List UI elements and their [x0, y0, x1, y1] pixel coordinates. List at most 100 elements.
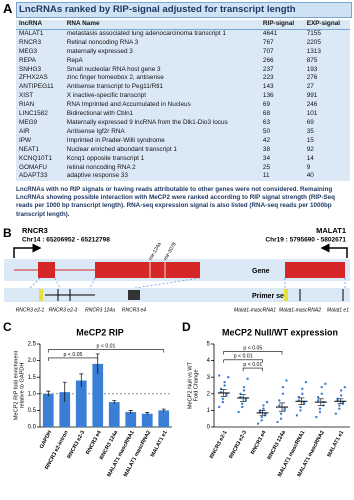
y-axis-label: relative to GAPDH: [19, 363, 25, 409]
table-cell: SNHG3: [19, 65, 42, 73]
error-bar: [46, 390, 51, 397]
table-cell: 223: [262, 74, 274, 82]
y-tick-label: 0: [207, 425, 211, 431]
table-cell: 193: [306, 65, 318, 73]
table-cell: RepA: [66, 56, 83, 64]
table-cell: 40: [306, 172, 314, 180]
table-row: MEG9 Maternally expressed 9 lncRNA from t…: [16, 119, 350, 128]
primer-label: RNCR3 e4: [122, 307, 146, 313]
data-point: [304, 380, 308, 384]
data-point: [278, 399, 281, 402]
primer: [128, 290, 140, 300]
data-point: [260, 419, 263, 422]
table-cell: AIR: [19, 127, 30, 135]
significance-bracket: [47, 357, 99, 361]
data-point: [242, 389, 246, 392]
table-row: REPA RepA 266 875: [16, 57, 350, 66]
data-point: [241, 402, 244, 405]
table-title: LncRNAs ranked by RIP-signal adjusted fo…: [16, 2, 352, 18]
table-cell: MEG3: [19, 47, 38, 55]
bar: [59, 392, 71, 427]
column-header: lncRNA: [16, 20, 64, 30]
table-cell: LINC1582: [19, 110, 48, 118]
y-tick-label: 3: [207, 375, 211, 381]
data-point: [218, 405, 221, 409]
data-point: [318, 410, 322, 414]
table-cell: 69: [306, 118, 314, 126]
data-point: [339, 389, 343, 392]
column-header: EXP-signal: [303, 20, 350, 30]
primer-label: RNCR3 e2-3: [49, 307, 78, 313]
table-cell: 27: [306, 83, 314, 91]
significance-label: p < 0.01: [243, 362, 262, 368]
error-bar: [240, 394, 247, 402]
figure-graphics: B RNCR3 Chr14 : 65206952 - 65212798 MALA…: [3, 226, 350, 478]
data-point: [324, 382, 327, 386]
table: lncRNA RNA Name RIP-signal EXP-signal MALAT1…: [16, 20, 350, 181]
table-cell: Small nucleolar RNA host gene 3: [66, 65, 161, 73]
table-cell: RNA Imprinted and Accumulated in Nucleus: [66, 101, 191, 109]
mirna-label: mir-3078: [163, 241, 178, 261]
track-label: Gene: [252, 268, 270, 275]
data-point: [242, 385, 246, 389]
table-cell: Bidirectional with Cbln1: [66, 110, 134, 118]
y-tick-label: 2.0: [28, 358, 37, 364]
table-cell: 69: [262, 101, 271, 109]
table-row: ANTIPEG11 Antisense transcript to Peg11/R…: [16, 83, 350, 92]
table-cell: Maternally expressed 9 lncRNA from the D…: [66, 118, 228, 126]
table-cell: Kcnq1 opposite transcript 1: [66, 154, 145, 162]
table-cell: maternally expressed 3: [66, 47, 133, 55]
exon: [38, 262, 55, 278]
table-row: MALAT1 metastasis associated lung adenoca…: [16, 29, 350, 38]
table-row: AIR Antisense Igf2r RNA 50 35: [16, 128, 350, 137]
significance-bracket: [242, 367, 263, 372]
table-cell: GOMAFU: [19, 163, 48, 171]
panel-label: D: [182, 320, 191, 334]
significance-bracket: [223, 359, 263, 363]
panel-label: B: [3, 226, 12, 240]
x-tick-label: RNCR3 e2-3: [66, 430, 86, 460]
data-point: [281, 385, 285, 389]
table-cell: 266: [262, 56, 274, 64]
data-point: [285, 379, 288, 382]
table-row: ZFHX2AS zinc finger homeobox 2, antisense…: [16, 74, 350, 83]
primer: [39, 289, 43, 301]
primer-label: Malat1-mascRNA2: [279, 307, 321, 313]
error-bar: [337, 398, 344, 405]
bar: [158, 410, 170, 427]
table-cell: IPW: [19, 136, 32, 144]
data-point: [316, 395, 320, 399]
gene-name: MALAT1: [316, 226, 346, 235]
data-point: [299, 409, 302, 412]
table-box: lncRNA RNA Name RIP-signal EXP-signal MALAT1…: [16, 20, 350, 182]
x-tick-label: GAPDH: [39, 430, 53, 450]
x-tick-label: RNCR3 e2-3: [228, 430, 248, 460]
panel-label: A: [3, 1, 13, 16]
x-tick-label: RNCR3 124a: [267, 429, 288, 461]
table-row: NEAT1 Nuclear enriched abundant transcrip…: [16, 146, 350, 155]
data-point: [338, 404, 341, 407]
table-cell: 7155: [306, 29, 321, 37]
primer-track: [4, 288, 350, 302]
table-cell: Nuclear enriched abundant transcript 1: [66, 145, 177, 153]
tss-arrow: [13, 243, 42, 258]
error-bar: [79, 373, 84, 388]
table-row: LINC1582 Bidirectional with Cbln1 68 101: [16, 110, 350, 119]
error-bar: [259, 410, 266, 416]
bar: [42, 393, 54, 427]
chart-title: MeCP2 Null/WT expression: [222, 327, 338, 337]
table-cell: metastasis associated lung adenocarcinom…: [66, 29, 226, 37]
significance-bracket: [223, 351, 283, 355]
table-cell: 9: [306, 163, 311, 171]
y-tick-label: 0.5: [28, 408, 37, 414]
table-cell: 101: [306, 110, 318, 118]
table-cell: 246: [306, 101, 318, 109]
data-point: [260, 415, 263, 419]
data-point: [237, 410, 240, 414]
table-cell: 707: [262, 47, 274, 55]
data-point: [227, 376, 230, 379]
table-cell: 1313: [306, 47, 321, 55]
data-point: [221, 397, 225, 400]
gene-name: RNCR3: [22, 226, 48, 235]
